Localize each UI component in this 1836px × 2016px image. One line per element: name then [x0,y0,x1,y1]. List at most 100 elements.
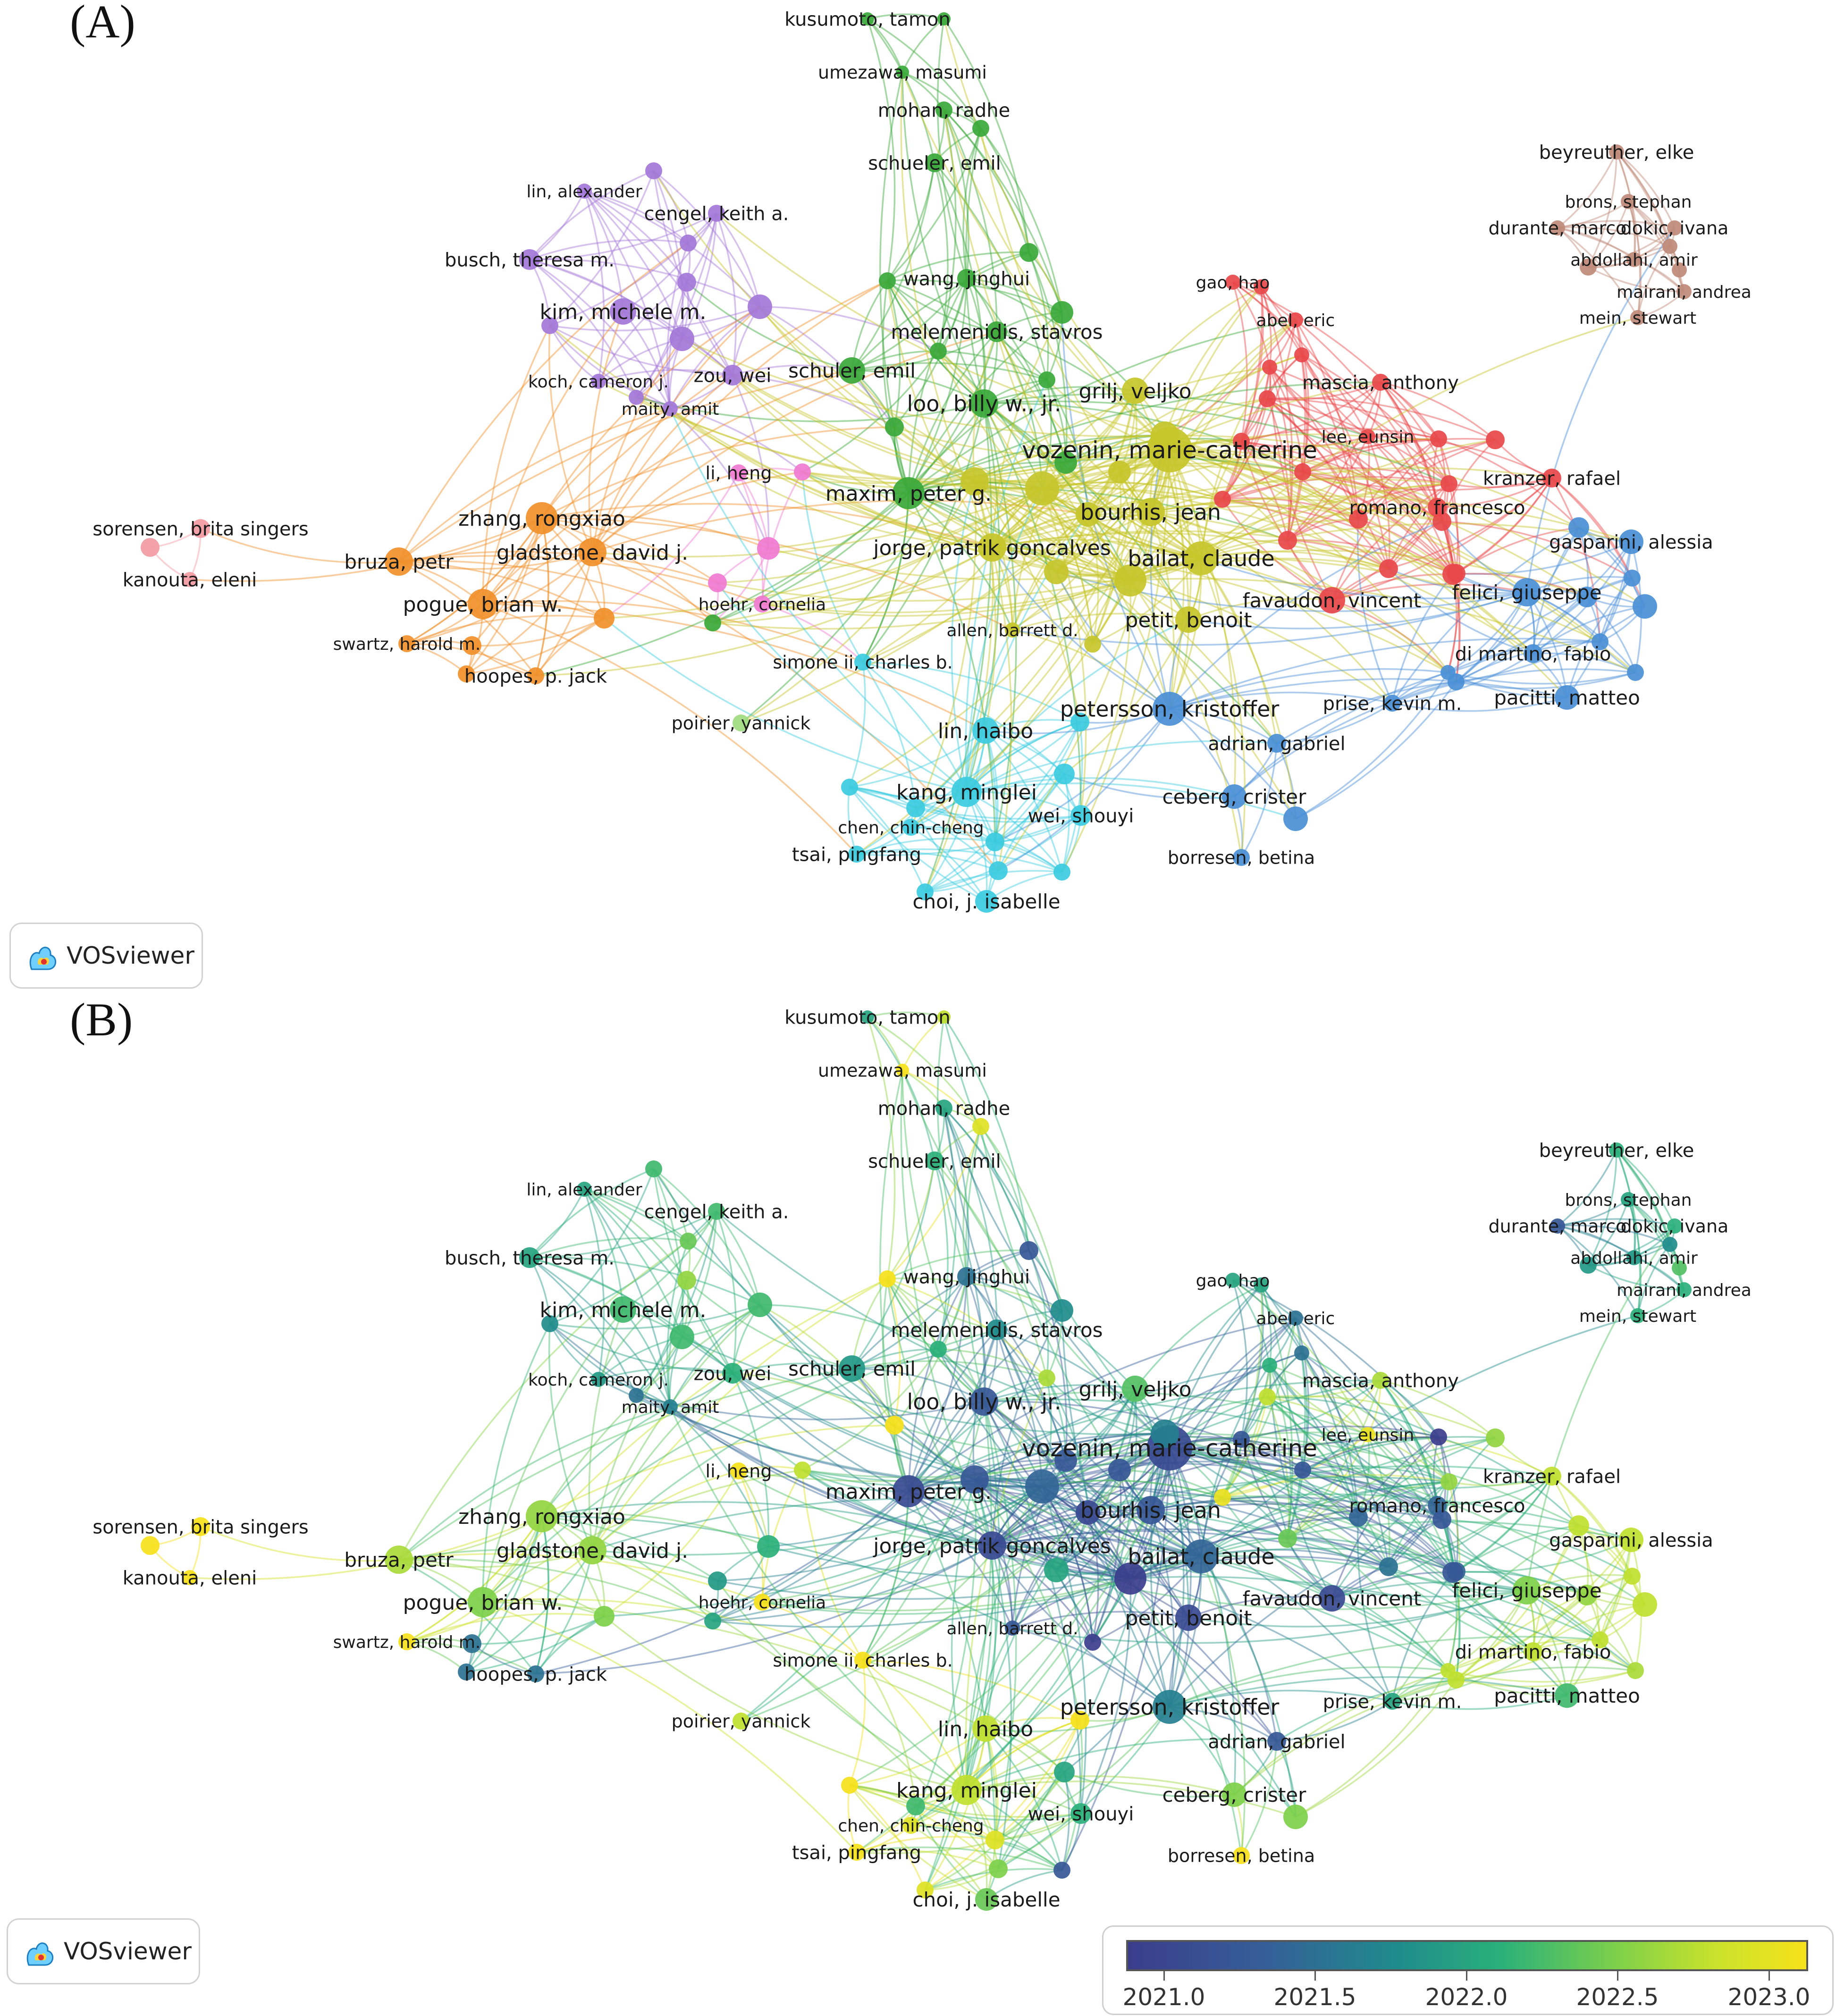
author-node [1137,498,1165,526]
coauthor-link [529,258,760,308]
legend-label: 2022.5 [1576,1983,1659,2011]
coauthor-link [1331,1581,1527,1599]
coauthor-link [867,18,903,73]
coauthor-link [1188,597,1332,621]
coauthor-link [541,1512,769,1547]
coauthor-link [1557,1199,1629,1227]
coauthor-link [966,782,1296,820]
author-label: schueler, emil [868,1151,1001,1172]
coauthor-link [966,630,1013,792]
coauthor-link [740,1401,985,1722]
coauthor-link [984,393,1368,437]
coauthor-link [992,1528,1457,1572]
coauthor-link [862,1401,985,1661]
author-node [930,343,947,360]
coauthor-link [541,426,895,519]
coauthor-link [1041,1486,1094,1643]
coauthor-link [535,1545,993,1675]
coauthor-link [1063,1617,1189,1773]
coauthor-link [535,518,549,676]
coauthor-link [886,280,901,428]
coauthor-link [994,708,1171,843]
coauthor-link [992,1545,1189,1619]
coauthor-link [1357,436,1370,520]
author-node [1619,1528,1643,1552]
coauthor-link [1169,1317,1296,1448]
coauthor-link [1557,227,1685,293]
coauthor-link [1452,1571,1587,1596]
coauthor-link [1267,398,1454,575]
coauthor-link [592,499,1088,553]
coauthor-link [1164,1432,1579,1527]
coauthor-link [1267,1396,1457,1572]
coauthor-link [1269,1365,1292,1539]
coauthor-link [1267,1379,1381,1399]
author-node [594,608,615,629]
author-label: cengel, keith a. [644,203,789,225]
author-node [527,1665,544,1682]
coauthor-link [984,386,1136,404]
coauthor-link [1200,558,1297,819]
coauthor-link [482,1601,986,1730]
coauthor-link [529,259,683,340]
author-node [1254,279,1269,294]
coauthor-link [1201,1520,1632,1557]
author-node [1592,1631,1609,1648]
coauthor-link [937,1348,1043,1487]
coauthor-link [1331,1571,1453,1599]
coauthor-link [583,1189,624,1310]
coauthor-link [1566,541,1632,698]
coauthor-link [908,379,1047,494]
author-node [1555,685,1579,710]
coauthor-link [908,1490,1131,1579]
coauthor-link [849,1784,1063,1871]
author-node [1384,1693,1401,1710]
author-label: choi, j. isabelle [912,1888,1060,1911]
coauthor-link [867,18,935,163]
coauthor-link [604,472,740,619]
coauthor-link [1129,1317,1297,1579]
author-node [1633,1592,1657,1617]
coauthor-link [849,512,1152,788]
coauthor-link [992,390,1136,548]
coauthor-link [1295,1317,1438,1506]
coauthor-link [1267,398,1439,440]
coauthor-link [908,461,1066,494]
coauthor-link [1119,1470,1189,1619]
coauthor-link [583,191,624,312]
coauthor-link [1042,481,1223,500]
coauthor-link [886,162,935,282]
coauthor-link [1526,592,1568,698]
coauthor-link [934,1160,1048,1378]
author-label: favaudon, vincent [1243,1587,1422,1610]
coauthor-link [851,1360,1047,1379]
coauthor-link [962,128,982,279]
coauthor-link [398,517,542,563]
coauthor-link [482,1469,803,1603]
author-label: maity, amit [622,1398,719,1417]
author-node [861,1010,874,1024]
coauthor-link [908,331,998,494]
coauthor-link [1260,1285,1294,1539]
coauthor-link [1295,319,1359,520]
coauthor-link [992,532,1389,570]
coauthor-link [716,1210,761,1305]
author-label: gasparini, alessia [1549,1529,1713,1551]
author-node [970,389,998,418]
coauthor-link [849,1510,1152,1786]
coauthor-link [992,1537,1202,1557]
author-node [141,538,160,557]
author-node [1278,531,1297,550]
author-node [935,101,952,118]
coauthor-link [1557,1224,1670,1245]
coauthor-link [992,478,1449,548]
author-node [1360,429,1375,444]
coauthor-link [1055,1388,1136,1571]
coauthor-link [984,1398,1449,1483]
coauthor-link [992,546,1189,621]
coauthor-link [529,239,689,260]
author-label: brons, stephan [1565,1191,1692,1210]
author-node [1672,262,1687,277]
coauthor-link [992,1503,1442,1546]
coauthor-link [1587,1150,1617,1266]
